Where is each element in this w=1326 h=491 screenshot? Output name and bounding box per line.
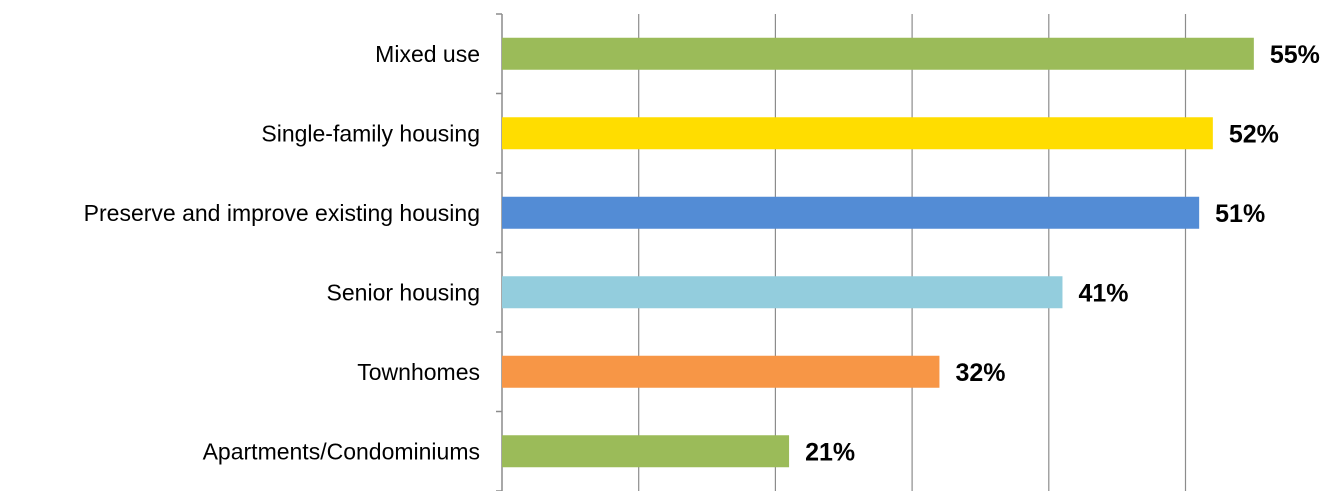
bar [502,117,1213,150]
value-label: 41% [1078,279,1128,307]
value-label: 51% [1215,200,1265,228]
bar [502,355,940,388]
category-label: Senior housing [327,279,480,305]
category-axis [496,13,503,491]
bar [502,435,790,468]
category-label: Townhomes [357,359,480,385]
value-label: 55% [1270,41,1320,69]
value-label: 32% [955,359,1005,387]
gridlines [638,14,1187,491]
bar [502,196,1200,229]
bar [502,276,1063,309]
value-label: 52% [1229,120,1279,148]
category-label: Mixed use [375,41,480,67]
category-label: Preserve and improve existing housing [84,200,480,226]
bars [502,37,1254,468]
bar [502,37,1254,70]
category-label: Single-family housing [261,120,480,146]
labels: Mixed use 55% Single-family housing 52% Pres… [84,41,1320,467]
value-label: 21% [805,438,855,466]
category-label: Apartments/Condominiums [203,438,480,464]
